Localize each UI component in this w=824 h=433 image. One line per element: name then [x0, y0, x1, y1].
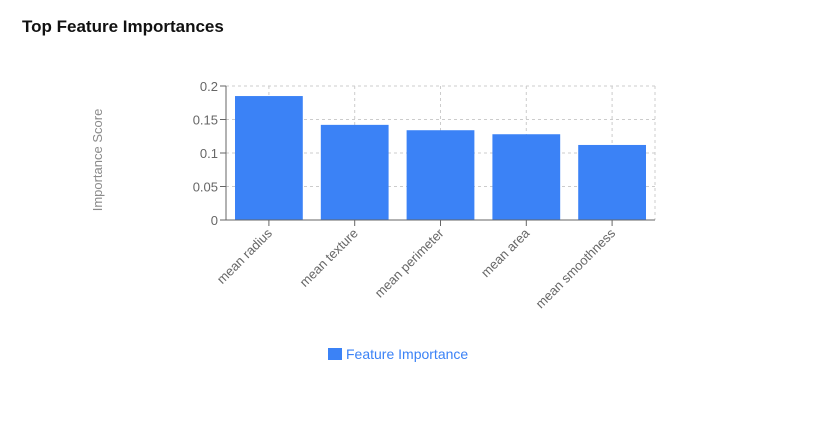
x-tick-label: mean smoothness — [532, 225, 618, 311]
x-tick-label: mean perimeter — [372, 225, 447, 300]
chart-title: Top Feature Importances — [22, 17, 224, 36]
x-tick-label: mean area — [478, 225, 533, 280]
x-tick-label: mean radius — [214, 225, 276, 287]
bar[interactable] — [578, 144, 646, 220]
legend-label: Feature Importance — [346, 346, 468, 362]
bar[interactable] — [235, 96, 303, 220]
y-tick-label: 0.2 — [200, 79, 218, 94]
axes — [220, 85, 655, 226]
y-tick-labels: 0 0.05 0.1 0.15 0.2 — [193, 79, 218, 228]
x-tick-label: mean texture — [297, 226, 361, 290]
y-tick-label: 0.1 — [200, 146, 218, 161]
y-tick-label: 0.15 — [193, 113, 218, 128]
bar[interactable] — [406, 130, 475, 220]
legend[interactable]: Feature Importance — [328, 346, 468, 362]
x-tick-labels: mean radius mean texture mean perimeter mea… — [214, 225, 619, 311]
bar[interactable] — [492, 134, 561, 220]
y-tick-label: 0 — [211, 213, 218, 228]
legend-swatch — [328, 348, 342, 360]
bar[interactable] — [320, 124, 389, 220]
bars — [235, 96, 646, 220]
y-axis-label: Importance Score — [90, 109, 105, 212]
y-tick-label: 0.05 — [193, 180, 218, 195]
